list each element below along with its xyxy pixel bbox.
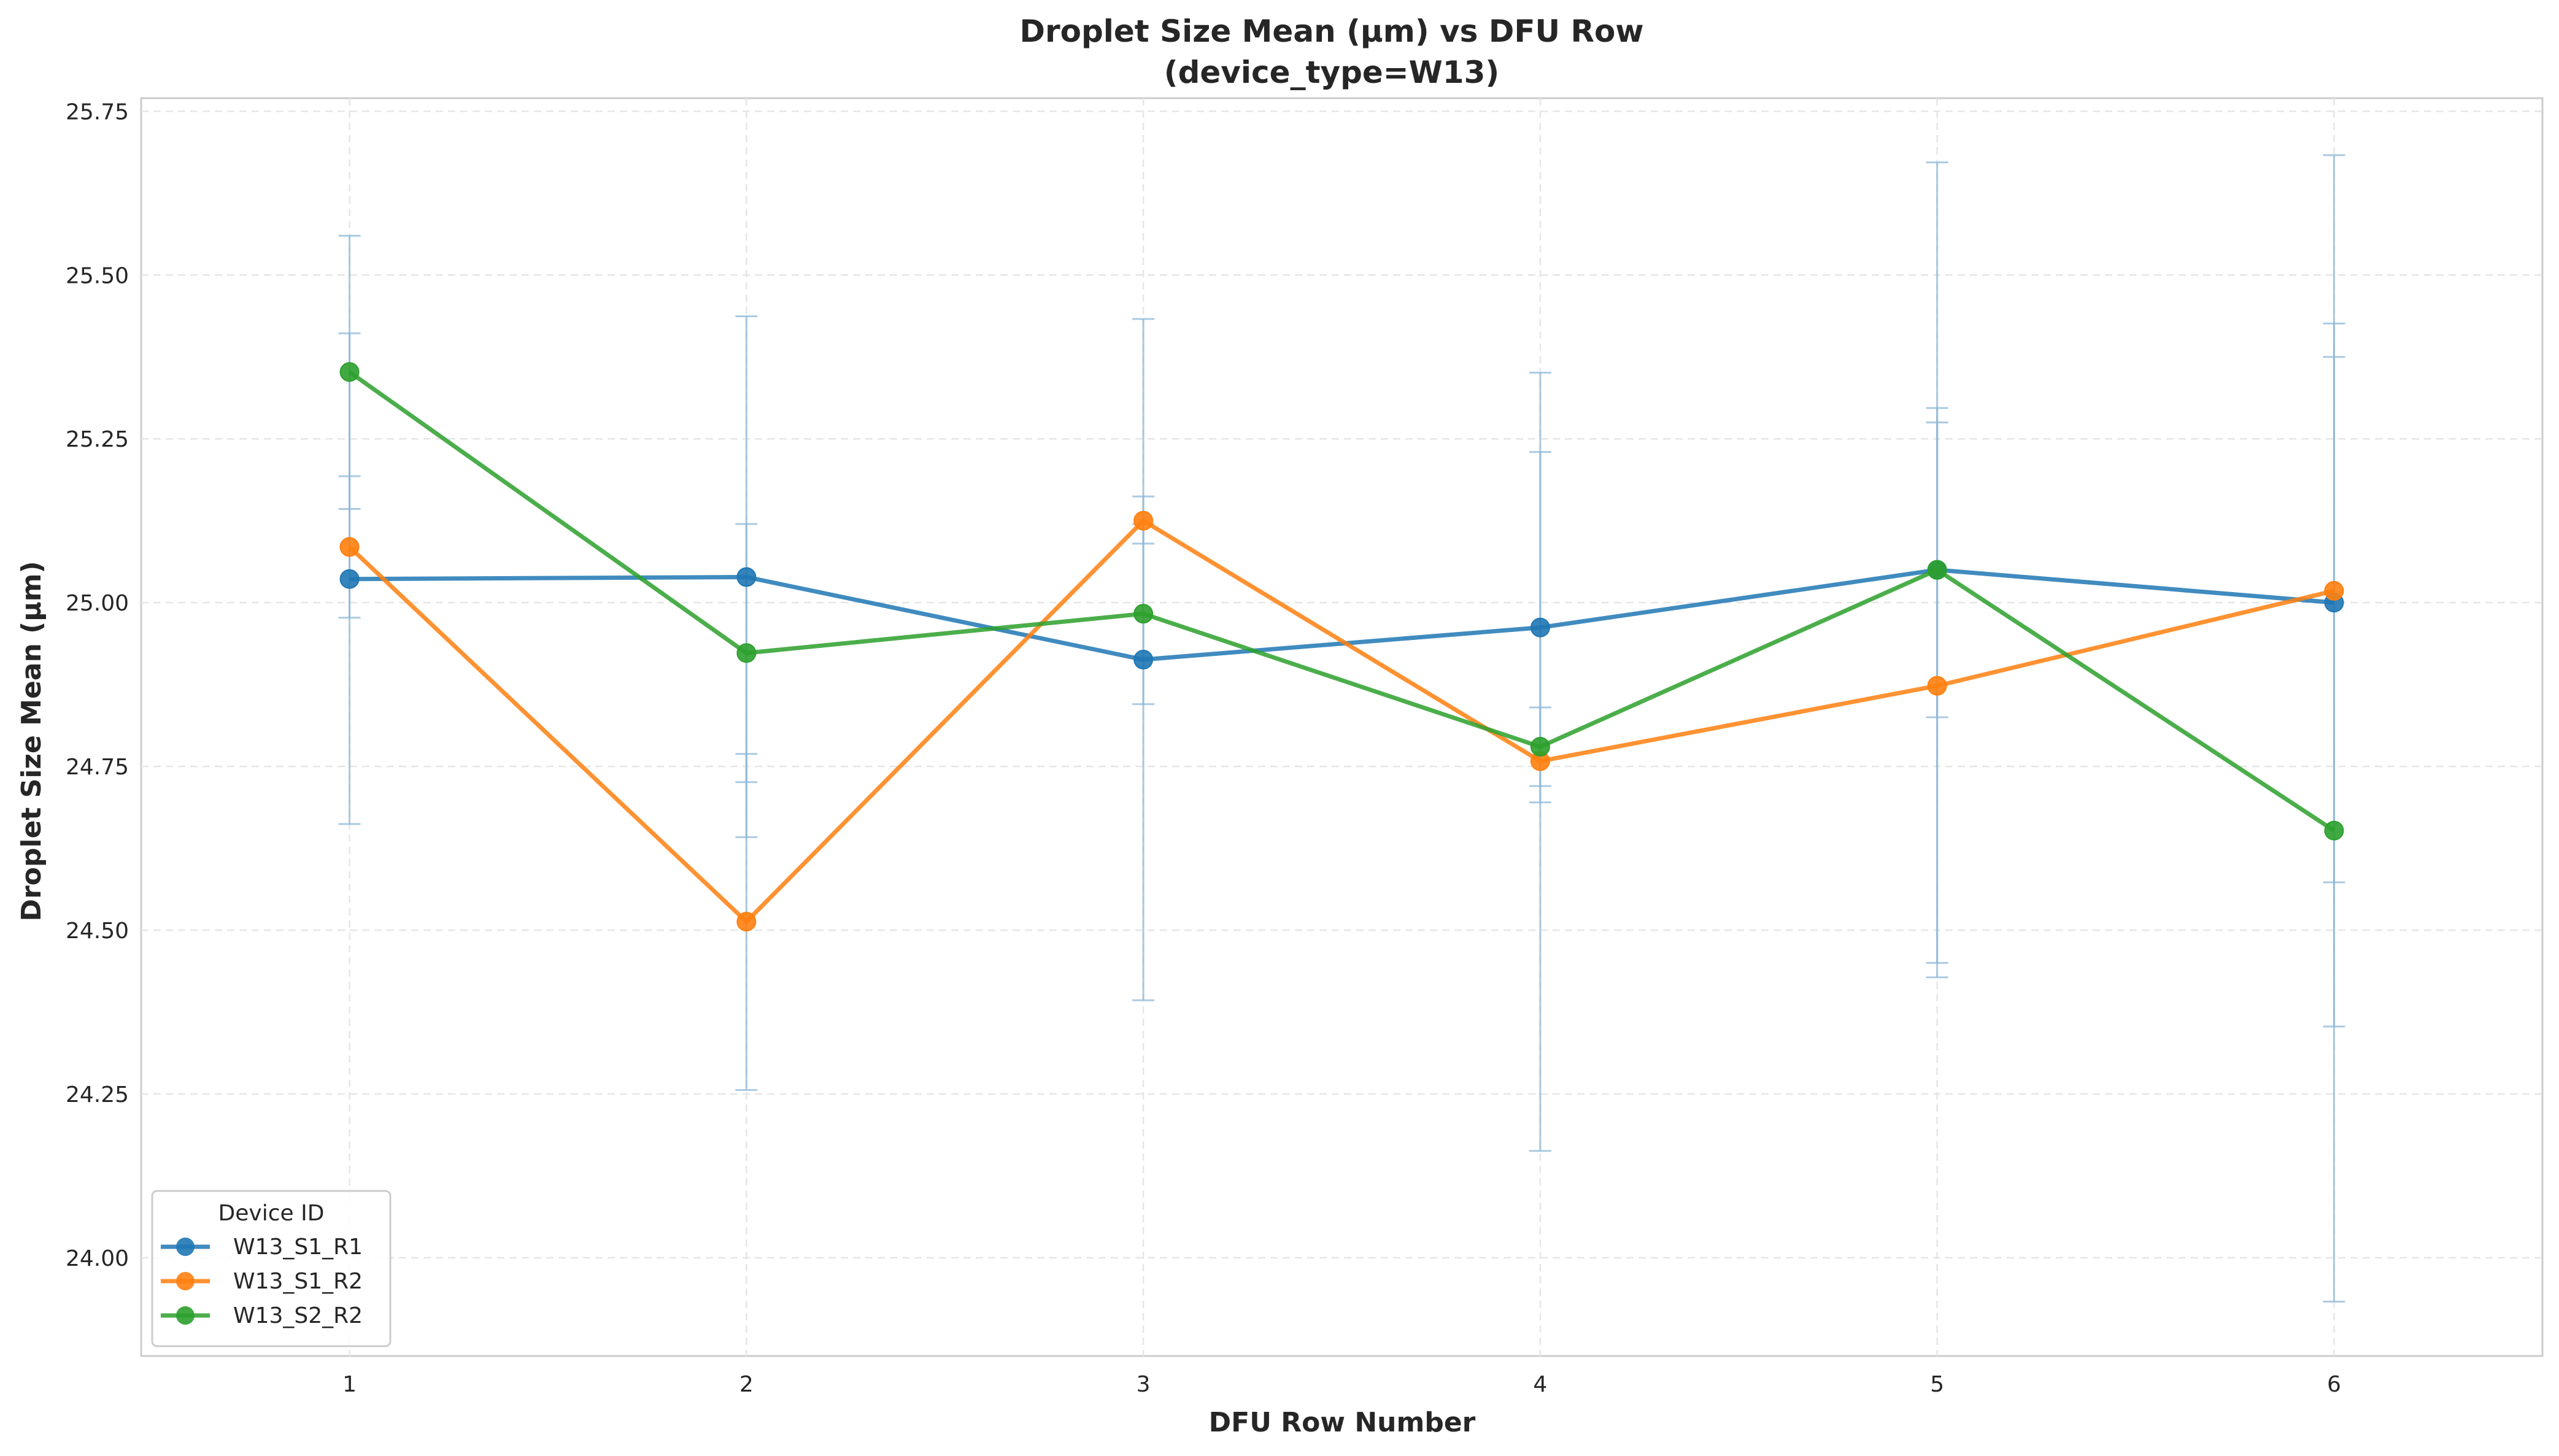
chart-title-line1: Droplet Size Mean (μm) vs DFU Row — [1019, 13, 1643, 49]
y-axis-label: Droplet Size Mean (μm) — [16, 561, 47, 921]
legend-title: Device ID — [218, 1201, 325, 1226]
x-tick-label: 5 — [1930, 1372, 1944, 1397]
x-tick-label: 4 — [1533, 1372, 1547, 1397]
series-line — [348, 370, 2336, 833]
data-point — [1133, 650, 1154, 670]
data-point — [736, 567, 757, 587]
x-tick-label: 2 — [739, 1372, 754, 1397]
data-point — [339, 537, 360, 557]
y-tick-label: 24.75 — [66, 755, 129, 780]
y-tick-label: 24.25 — [66, 1082, 129, 1107]
y-tick-label: 24.50 — [66, 919, 129, 944]
y-tick-label: 25.50 — [66, 263, 129, 288]
y-tick-label: 24.00 — [66, 1246, 129, 1271]
x-tick-label: 1 — [342, 1372, 357, 1397]
series-W13_S1_R2 — [339, 510, 2344, 932]
y-tick-label: 25.75 — [66, 99, 129, 125]
data-point — [1133, 510, 1154, 531]
legend: Device ID W13_S1_R1 W13_S1_R2 W13_S2_R2 — [151, 1190, 392, 1347]
legend-swatch-marker — [176, 1238, 195, 1256]
plot-frame — [140, 97, 2544, 1357]
x-tick-label: 6 — [2327, 1372, 2341, 1397]
series-line — [349, 568, 2334, 662]
y-tick-label: 25.25 — [66, 427, 129, 452]
data-point — [1530, 737, 1550, 757]
chart-title-line2: (device_type=W13) — [1164, 55, 1500, 90]
legend-swatch-marker — [176, 1306, 195, 1325]
legend-entries: W13_S1_R1 W13_S1_R2 W13_S2_R2 — [161, 1235, 363, 1328]
series-W13_S2_R2 — [339, 362, 2344, 841]
data-point — [1927, 560, 1947, 580]
legend-label: W13_S1_R1 — [233, 1235, 363, 1260]
data-point — [1133, 604, 1154, 624]
legend-label: W13_S2_R2 — [233, 1303, 363, 1328]
series-line — [348, 518, 2335, 924]
legend-box — [151, 1190, 392, 1347]
x-axis-label: DFU Row Number — [1209, 1407, 1476, 1438]
x-tick-label: 3 — [1137, 1372, 1151, 1397]
data-point — [736, 643, 757, 663]
data-point — [736, 912, 757, 932]
data-point — [2324, 820, 2344, 841]
data-point — [339, 569, 360, 589]
data-point — [1927, 676, 1947, 696]
data-point — [339, 362, 360, 382]
tick-labels-layer: 24.00 24.25 24.50 24.75 25.00 25.25 25.50 25.75… — [66, 99, 2341, 1397]
y-tick-label: 25.00 — [66, 591, 129, 616]
series-layer — [339, 362, 2344, 932]
data-point — [1530, 617, 1550, 637]
legend-swatch-marker — [176, 1272, 195, 1290]
legend-label: W13_S1_R2 — [233, 1269, 363, 1294]
data-point — [2324, 580, 2344, 601]
